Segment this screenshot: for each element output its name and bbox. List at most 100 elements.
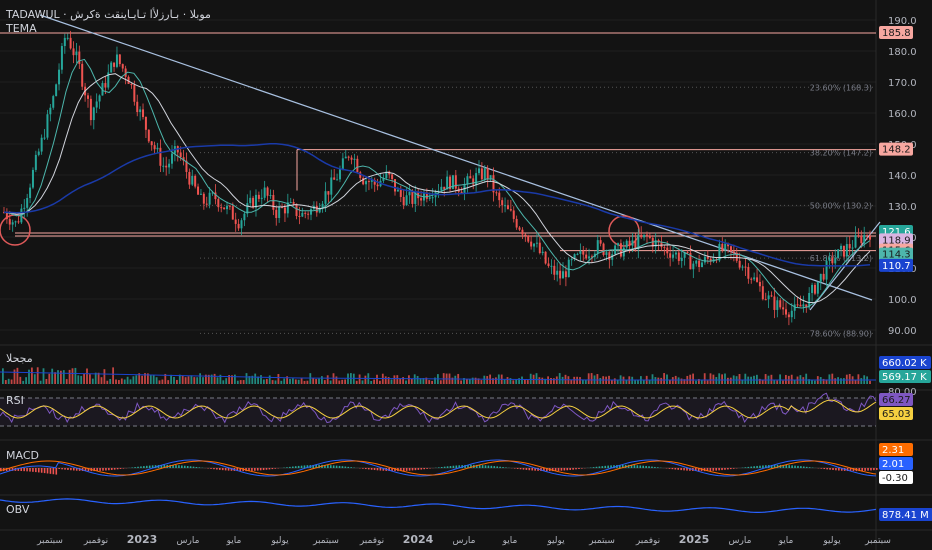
macd-histogram-bar xyxy=(581,468,583,469)
candle-body xyxy=(365,181,368,185)
volume-bar xyxy=(840,378,842,384)
volume-bar xyxy=(698,378,700,384)
candle-body xyxy=(553,265,556,275)
candle-body xyxy=(231,206,234,220)
volume-bar xyxy=(689,374,692,384)
obv-label: OBV xyxy=(6,503,30,516)
candle-body xyxy=(851,247,854,249)
macd-histogram-bar xyxy=(318,464,320,468)
time-axis-label: نوفمبر xyxy=(635,536,660,546)
macd-histogram-bar xyxy=(484,465,487,468)
macd-histogram-bar xyxy=(75,468,78,471)
volume-bar xyxy=(42,368,45,384)
macd-histogram-bar xyxy=(668,468,671,469)
macd-histogram-bar xyxy=(148,465,151,468)
volume-bar xyxy=(205,374,207,384)
volume-bar xyxy=(524,379,526,384)
volume-bar xyxy=(390,379,393,384)
candle-body xyxy=(333,177,336,180)
candle-body xyxy=(718,243,721,261)
macd-histogram-bar xyxy=(35,468,37,473)
macd-histogram-bar xyxy=(102,468,104,471)
macd-histogram-bar xyxy=(134,467,136,468)
obv-tag-bg xyxy=(879,508,932,521)
volume-bar xyxy=(138,373,141,384)
macd-histogram-bar xyxy=(286,467,288,468)
volume-bar xyxy=(744,373,747,384)
volume-bar xyxy=(283,378,286,384)
volume-bar xyxy=(193,377,196,384)
volume-bar xyxy=(834,378,837,384)
macd-histogram-bar xyxy=(762,465,764,468)
rsi-tag: 65.03 xyxy=(882,409,911,420)
volume-bar xyxy=(808,379,810,384)
candle-body xyxy=(350,157,353,160)
candle-body xyxy=(113,62,116,67)
volume-bar xyxy=(184,377,187,384)
candle-body xyxy=(344,156,347,159)
volume-bar xyxy=(199,373,201,384)
volume-bar xyxy=(323,380,326,384)
candle-body xyxy=(637,234,640,250)
volume-bar xyxy=(170,374,172,384)
volume-bar xyxy=(512,380,515,384)
macd-histogram-bar xyxy=(251,468,253,471)
macd-histogram-bar xyxy=(849,468,852,472)
volume-bar xyxy=(596,374,599,384)
macd-histogram-bar xyxy=(84,468,87,472)
candle-body xyxy=(561,271,564,279)
candle-body xyxy=(60,46,63,70)
macd-histogram-bar xyxy=(239,468,242,472)
candle-body xyxy=(443,186,446,190)
macd-line xyxy=(0,459,877,477)
macd-histogram-bar xyxy=(607,465,609,468)
volume-bar xyxy=(83,373,85,384)
volume-bar xyxy=(155,377,158,384)
candle-body xyxy=(356,158,359,173)
volume-bar xyxy=(91,378,94,384)
macd-histogram-bar xyxy=(163,464,166,468)
volume-bar xyxy=(219,374,222,384)
macd-histogram-bar xyxy=(846,468,849,472)
price-tag: 118.9 xyxy=(882,235,911,246)
candle-body xyxy=(237,223,240,229)
macd-histogram-bar xyxy=(575,468,577,470)
candle-body xyxy=(304,212,307,214)
volume-bar xyxy=(408,375,410,384)
volume-bar xyxy=(579,377,581,384)
volume-bar xyxy=(225,378,228,384)
volume-bar xyxy=(399,378,402,384)
volume-bar xyxy=(297,379,300,384)
time-axis-label: مارس xyxy=(453,536,476,546)
macd-histogram-bar xyxy=(791,465,793,468)
volume-label: مجحلا xyxy=(6,352,33,365)
macd-histogram-bar xyxy=(105,468,107,471)
macd-histogram-bar xyxy=(800,466,802,468)
macd-histogram-bar xyxy=(642,465,644,468)
price-tick-label: 90.00 xyxy=(888,326,917,337)
obv-tag: 878.41 M xyxy=(882,510,929,521)
macd-histogram-bar xyxy=(446,466,449,468)
volume-bar xyxy=(779,374,781,384)
candle-body xyxy=(107,72,110,88)
candle-body xyxy=(689,252,692,270)
macd-histogram-bar xyxy=(376,468,379,471)
candle-body xyxy=(341,158,344,170)
volume-bar xyxy=(19,376,22,384)
volume-bar xyxy=(51,368,54,384)
macd-histogram-bar xyxy=(803,466,805,468)
volume-bar xyxy=(341,379,344,384)
macd-histogram-bar xyxy=(750,466,753,468)
price-tag: 121.6 xyxy=(882,227,911,238)
candle-body xyxy=(582,250,585,255)
volume-bar xyxy=(263,379,265,384)
macd-histogram-bar xyxy=(464,464,466,468)
macd-histogram-bar xyxy=(324,464,326,468)
volume-bar xyxy=(503,379,506,384)
volume-bar xyxy=(680,378,683,384)
volume-bar xyxy=(561,376,564,384)
macd-histogram-bar xyxy=(680,468,682,471)
macd-histogram-bar xyxy=(861,468,863,471)
macd-histogram-bar xyxy=(858,468,861,472)
